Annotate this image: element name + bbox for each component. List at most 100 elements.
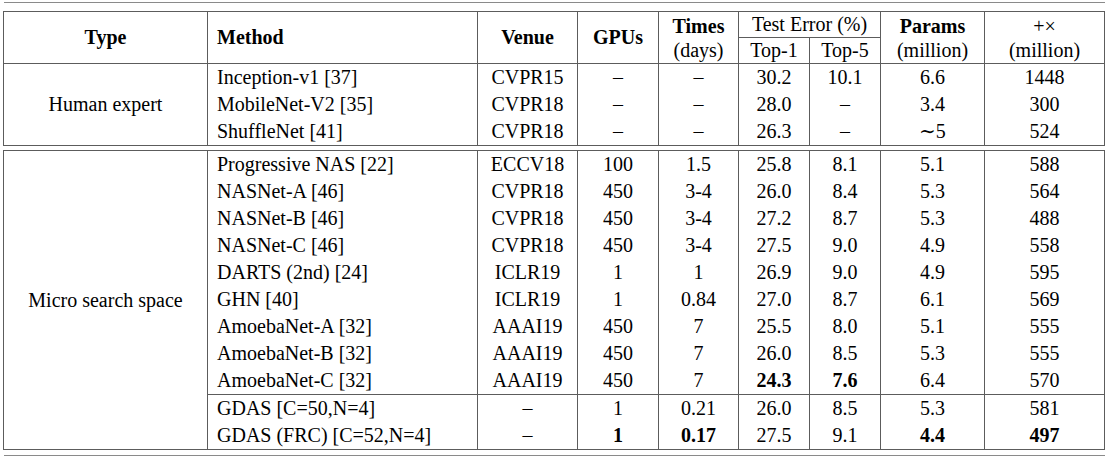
cell-top1: 26.0 (739, 395, 810, 423)
cell-times: 3-4 (659, 205, 739, 232)
cell-times: 0.17 (659, 422, 739, 450)
cell-gpus: 450 (578, 313, 659, 340)
col-header-madds-unit: (million) (985, 38, 1104, 62)
cell-method: NASNet-B [46] (208, 205, 478, 232)
col-header-times: Times (days) (659, 12, 739, 64)
col-header-top1: Top-1 (739, 38, 810, 64)
cell-venue: AAAI19 (478, 367, 578, 395)
cell-madds: 497 (985, 422, 1105, 450)
cell-times: – (659, 64, 739, 92)
cell-venue: CVPR18 (478, 178, 578, 205)
cell-venue: CVPR18 (478, 232, 578, 259)
top-double-rule (4, 3, 1105, 12)
cell-params: 5.1 (881, 151, 985, 179)
cell-venue: CVPR18 (478, 91, 578, 118)
cell-venue: – (478, 422, 578, 450)
col-header-times-title: Times (659, 14, 738, 38)
cell-times: 3-4 (659, 178, 739, 205)
cell-gpus: 1 (578, 395, 659, 423)
cell-times: 3-4 (659, 232, 739, 259)
cell-venue: CVPR18 (478, 118, 578, 146)
cell-params: 6.6 (881, 64, 985, 92)
col-header-venue: Venue (478, 12, 578, 64)
row-progressive-nas: Micro search space Progressive NAS [22] … (4, 151, 1105, 179)
col-header-madds: +× (million) (985, 12, 1105, 64)
col-header-madds-title: +× (985, 14, 1104, 38)
cell-top5: 9.0 (810, 232, 881, 259)
cell-top1: 26.3 (739, 118, 810, 146)
cell-top1: 27.2 (739, 205, 810, 232)
cell-top1: 27.0 (739, 286, 810, 313)
cell-times: 1.5 (659, 151, 739, 179)
cell-method: Inception-v1 [37] (208, 64, 478, 92)
cell-params: 5.3 (881, 205, 985, 232)
col-header-params-title: Params (881, 14, 984, 38)
cell-times: 7 (659, 313, 739, 340)
cell-method: ShuffleNet [41] (208, 118, 478, 146)
cell-madds: 555 (985, 340, 1105, 367)
cell-gpus: – (578, 91, 659, 118)
cell-top5: – (810, 118, 881, 146)
cell-top1: 25.8 (739, 151, 810, 179)
cell-gpus: 450 (578, 205, 659, 232)
cell-params: 3.4 (881, 91, 985, 118)
cell-gpus: 450 (578, 178, 659, 205)
cell-madds: 581 (985, 395, 1105, 423)
cell-top1: 26.0 (739, 178, 810, 205)
cell-times: 1 (659, 259, 739, 286)
cell-top1: 27.5 (739, 422, 810, 450)
cell-gpus: 1 (578, 259, 659, 286)
col-header-gpus: GPUs (578, 12, 659, 64)
cell-top5: 8.5 (810, 340, 881, 367)
cell-venue: AAAI19 (478, 313, 578, 340)
bottom-double-rule (4, 450, 1105, 456)
cell-top1: 24.3 (739, 367, 810, 395)
cell-method: NASNet-A [46] (208, 178, 478, 205)
cell-gpus: 100 (578, 151, 659, 179)
cell-gpus: 450 (578, 367, 659, 395)
cell-top5: – (810, 91, 881, 118)
cell-top5: 8.5 (810, 395, 881, 423)
cell-gpus: 450 (578, 232, 659, 259)
cell-method: GHN [40] (208, 286, 478, 313)
cell-top5: 8.7 (810, 205, 881, 232)
col-header-type: Type (4, 12, 208, 64)
col-header-top5: Top-5 (810, 38, 881, 64)
group-label-human-expert: Human expert (4, 64, 208, 146)
cell-top5: 9.1 (810, 422, 881, 450)
cell-method: AmoebaNet-B [32] (208, 340, 478, 367)
cell-venue: CVPR18 (478, 205, 578, 232)
nas-results-table: Type Method Venue GPUs Times (days) Test… (3, 2, 1105, 456)
cell-madds: 588 (985, 151, 1105, 179)
cell-times: 7 (659, 367, 739, 395)
cell-top5: 9.0 (810, 259, 881, 286)
cell-params: 4.4 (881, 422, 985, 450)
cell-method: Progressive NAS [22] (208, 151, 478, 179)
cell-venue: ICLR19 (478, 259, 578, 286)
cell-venue: ICLR19 (478, 286, 578, 313)
cell-gpus: 450 (578, 340, 659, 367)
col-header-params: Params (million) (881, 12, 985, 64)
cell-method: GDAS [C=50,N=4] (208, 395, 478, 423)
cell-madds: 558 (985, 232, 1105, 259)
col-header-params-unit: (million) (881, 38, 984, 62)
cell-venue: AAAI19 (478, 340, 578, 367)
cell-params: 5.3 (881, 340, 985, 367)
cell-top5: 10.1 (810, 64, 881, 92)
cell-top5: 8.4 (810, 178, 881, 205)
cell-gpus: – (578, 118, 659, 146)
cell-method: NASNet-C [46] (208, 232, 478, 259)
cell-params: 5.3 (881, 178, 985, 205)
cell-params: 4.9 (881, 232, 985, 259)
cell-times: 7 (659, 340, 739, 367)
header-row-1: Type Method Venue GPUs Times (days) Test… (4, 12, 1105, 38)
cell-top5: 8.7 (810, 286, 881, 313)
cell-madds: 555 (985, 313, 1105, 340)
cell-times: – (659, 91, 739, 118)
cell-method: AmoebaNet-A [32] (208, 313, 478, 340)
cell-times: 0.21 (659, 395, 739, 423)
row-inception-v1: Human expert Inception-v1 [37] CVPR15 – … (4, 64, 1105, 92)
cell-method: DARTS (2nd) [24] (208, 259, 478, 286)
cell-top5: 8.1 (810, 151, 881, 179)
cell-madds: 488 (985, 205, 1105, 232)
